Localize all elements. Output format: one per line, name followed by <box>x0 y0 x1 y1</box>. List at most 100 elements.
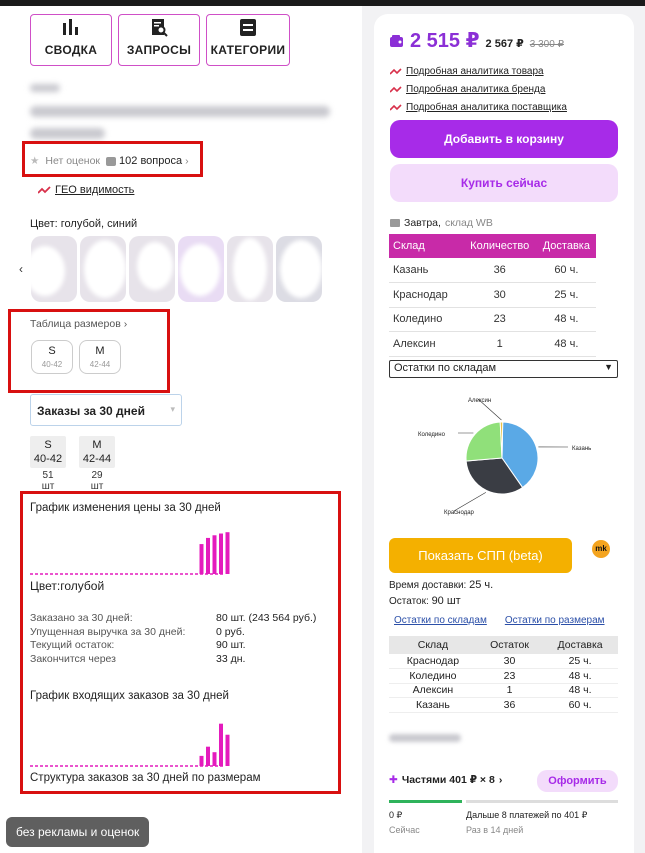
categories-tab-label: КАТЕГОРИИ <box>210 43 286 57</box>
table-cell: 25 ч. <box>542 654 618 669</box>
pie-slice-label: Казань <box>572 446 591 452</box>
brand-analytics-link[interactable]: Подробная аналитика бренда <box>390 84 545 95</box>
pay-later-value: Дальше 8 платежей по 401 ₽ <box>466 810 588 820</box>
table-cell: 60 ч. <box>542 697 618 713</box>
categories-tab-button[interactable]: КАТЕГОРИИ <box>206 14 290 66</box>
summary-tab-label: СВОДКА <box>44 43 98 57</box>
stat-row: Закончится через 33 дн. <box>30 653 330 667</box>
incoming-orders-title: График входящих заказов за 30 дней <box>30 690 229 702</box>
stock-value: 90 шт <box>431 595 461 607</box>
wallet-icon <box>390 35 403 47</box>
table-cell: 1 <box>462 331 537 357</box>
column-header: Склад <box>389 636 477 654</box>
chart-bar <box>212 752 217 766</box>
warehouse-stock-table: Склад Количество Доставка Казань 36 60 ч. … <box>389 234 596 357</box>
size-table-link[interactable]: Таблица размеров › <box>30 318 128 330</box>
stock-by-warehouse-table: Склад Остаток Доставка Краснодар 30 25 ч. … <box>389 636 618 713</box>
stock-view-select[interactable]: Остатки по складам ▼ <box>389 360 618 378</box>
stat-value: 80 шт. (243 564 руб.) <box>216 612 317 624</box>
questions-link[interactable]: 102 вопроса › <box>106 155 189 167</box>
incoming-orders-chart <box>30 723 230 767</box>
order-count: 51 <box>42 470 54 481</box>
delivery-info: Завтра, склад WB <box>390 217 493 229</box>
mk-badge[interactable]: mk <box>592 540 610 558</box>
size-option-m[interactable]: M 42-44 <box>79 340 121 374</box>
size-label: S <box>48 345 56 357</box>
table-cell: 60 ч. <box>536 258 596 283</box>
pie-slice <box>499 421 504 459</box>
table-cell: 48 ч. <box>536 307 596 332</box>
table-row: Коледино 23 48 ч. <box>389 307 596 332</box>
supplier-analytics-link[interactable]: Подробная аналитика поставщика <box>390 102 567 113</box>
categories-icon <box>240 19 256 36</box>
price-block: 2 515 ₽ 2 567 ₽ 3 300 ₽ <box>390 28 564 53</box>
blurred-product-title-line2 <box>30 128 105 139</box>
add-to-cart-button[interactable]: Добавить в корзину <box>390 120 618 158</box>
table-cell: 36 <box>462 258 537 283</box>
chart-bar <box>219 723 223 766</box>
brand-analytics-label: Подробная аналитика бренда <box>406 84 546 95</box>
size-table-label: Таблица размеров <box>30 318 121 330</box>
stock-view-value: Остатки по складам <box>394 362 497 374</box>
tab-stock-by-size[interactable]: Остатки по размерам <box>504 615 605 626</box>
stat-label: Текущий остаток: <box>30 639 115 651</box>
old-price: 3 300 ₽ <box>529 39 564 50</box>
table-cell: Казань <box>389 258 463 283</box>
order-size-range: 40-42 <box>33 453 63 465</box>
tab-stock-by-warehouse[interactable]: Остатки по складам <box>394 615 487 626</box>
table-row: Алексин 1 48 ч. <box>389 683 618 698</box>
chart-bar <box>199 755 204 766</box>
search-document-icon <box>152 19 168 37</box>
table-cell: Коледино <box>389 668 477 684</box>
order-count: 29 <box>91 470 103 481</box>
show-spp-button[interactable]: Показать СПП (beta) <box>389 538 572 573</box>
star-icon: ★ <box>30 155 40 167</box>
delivery-date: Завтра, <box>404 217 441 229</box>
order-size-m: M 42-44 <box>79 436 115 468</box>
order-size-label: S <box>44 439 52 451</box>
installments-apply-button[interactable]: Оформить <box>537 770 618 792</box>
table-row: Коледино 23 48 ч. <box>389 668 618 684</box>
thumbnail[interactable] <box>80 236 126 302</box>
geo-visibility-link[interactable]: ГЕО видимость <box>38 184 134 196</box>
thumbnail[interactable] <box>227 236 273 302</box>
chart-bar <box>219 533 223 574</box>
delivery-time-label: Время доставки: <box>389 580 467 591</box>
table-cell: 30 <box>462 282 537 308</box>
thumbnail[interactable] <box>276 236 322 302</box>
chart-bar <box>225 734 230 766</box>
chart-bar <box>212 535 217 574</box>
orders-structure-title: Структура заказов за 30 дней по размерам <box>30 772 261 784</box>
orders-period-select[interactable]: Заказы за 30 дней ▾ <box>30 394 182 426</box>
product-panel: СВОДКА ЗАПРОСЫ КАТЕГОРИИ ★ Нет оценок 10… <box>0 6 362 853</box>
chart-bar <box>225 532 230 574</box>
color-info: Цвет: голубой, синий <box>30 218 138 230</box>
questions-count: 102 вопроса <box>119 155 183 167</box>
delivery-time-info: Время доставки: 25 ч. <box>389 579 493 591</box>
size-range: 40-42 <box>41 360 63 369</box>
table-row: Краснодар 30 25 ч. <box>389 282 596 308</box>
table-cell: Краснодар <box>389 282 463 308</box>
regular-price: 2 567 ₽ <box>485 38 524 50</box>
table-cell: 48 ч. <box>542 668 618 684</box>
current-price: 2 515 ₽ <box>410 30 480 52</box>
summary-tab-button[interactable]: СВОДКА <box>30 14 112 66</box>
geo-arrow-icon <box>38 185 51 194</box>
bar-chart-icon <box>63 19 78 35</box>
installments-text: Частями 401 ₽ × 8 <box>401 774 495 786</box>
buy-now-button[interactable]: Купить сейчас <box>390 164 618 202</box>
carousel-prev-icon[interactable]: ‹ <box>19 262 23 276</box>
size-option-s[interactable]: S 40-42 <box>31 340 73 374</box>
thumbnail[interactable] <box>129 236 175 302</box>
caption-toast: без рекламы и оценок <box>6 817 150 847</box>
thumbnail[interactable] <box>31 236 77 302</box>
stat-label: Заказано за 30 дней: <box>30 612 133 624</box>
color-filter: Цвет:голубой <box>30 579 104 593</box>
size-range: 42-44 <box>89 360 111 369</box>
stock-tabs: Остатки по складам Остатки по размерам <box>394 615 605 626</box>
thumbnail[interactable] <box>178 236 224 302</box>
orders-period-value: Заказы за 30 дней <box>37 404 145 418</box>
product-analytics-link[interactable]: Подробная аналитика товара <box>390 66 544 77</box>
price-chart-title: График изменения цены за 30 дней <box>30 502 221 514</box>
queries-tab-button[interactable]: ЗАПРОСЫ <box>118 14 200 66</box>
